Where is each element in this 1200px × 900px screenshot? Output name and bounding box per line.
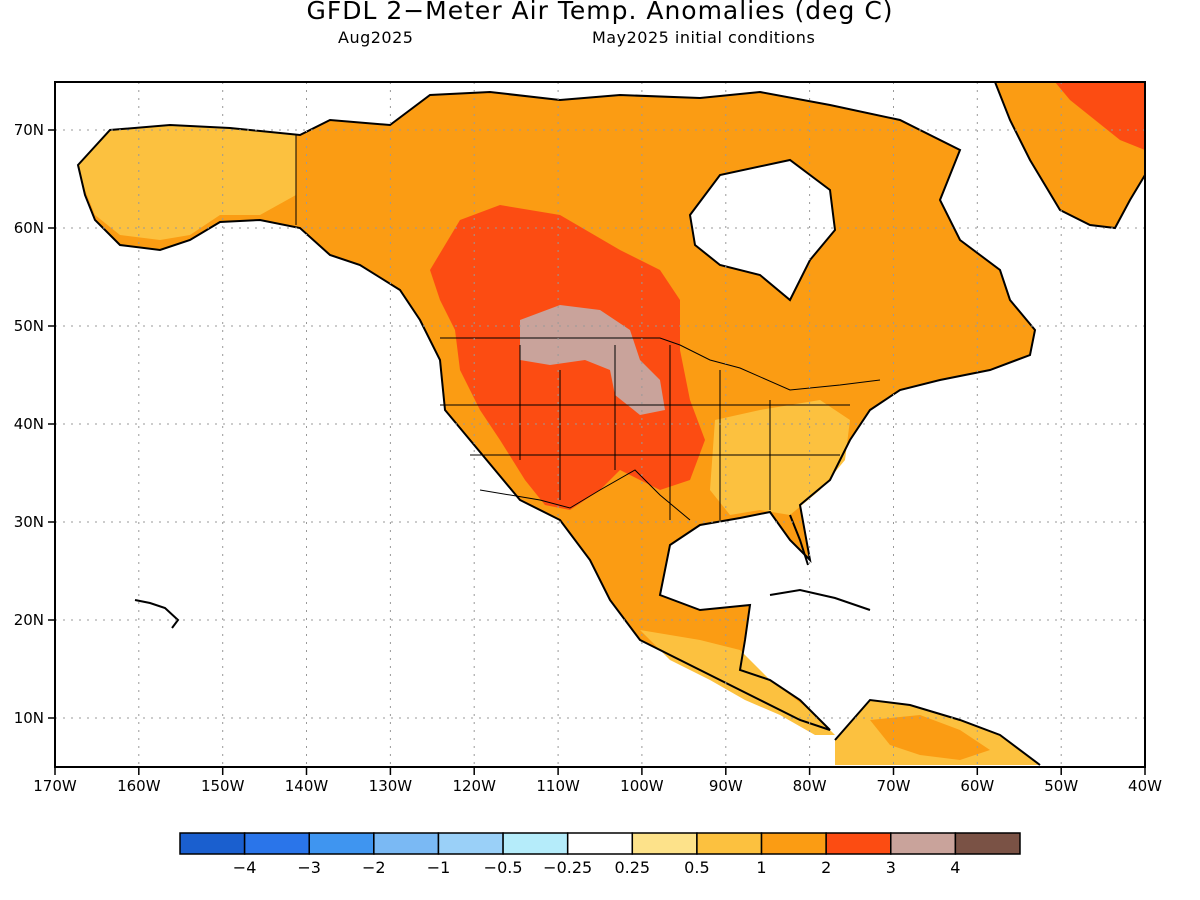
colorbar-swatch: [696, 832, 763, 855]
init-conditions: May2025 initial conditions: [592, 28, 816, 47]
lon-label: 170W: [33, 777, 77, 795]
north-america-coastline: [76, 90, 1037, 731]
florida-coastline: [789, 514, 809, 566]
axis-ticks: [48, 129, 1146, 775]
cuba-outline: [769, 588, 871, 611]
political-boundaries: [295, 135, 881, 521]
hottest-anomaly-zone: [520, 305, 665, 415]
colorbar-swatches: [179, 832, 1021, 855]
colorbar-label: −2: [362, 858, 386, 877]
colorbar-swatch: [566, 832, 634, 855]
lon-label: 100W: [620, 777, 664, 795]
colorbar-swatch: [437, 832, 504, 855]
southeast-us-region: [710, 400, 850, 515]
lon-label: 110W: [536, 777, 580, 795]
lat-label: 70N: [14, 121, 44, 139]
colorbar-label: 4: [950, 858, 960, 877]
us-canada-border: [440, 337, 881, 391]
colorbar-label: 3: [886, 858, 896, 877]
colorbar-swatch: [179, 832, 246, 855]
lon-label: 140W: [285, 777, 329, 795]
land-anomaly-fields: [78, 82, 1145, 765]
colorbar-swatch: [825, 832, 892, 855]
lon-label: 40W: [1128, 777, 1162, 795]
colorbar-swatch: [890, 832, 957, 855]
lat-label: 50N: [14, 317, 44, 335]
us-mexico-border: [479, 469, 691, 521]
colorbar-label: −1: [427, 858, 451, 877]
lat-label: 60N: [14, 219, 44, 237]
colorbar-label: 0.5: [684, 858, 709, 877]
colorbar-label: −0.25: [543, 858, 592, 877]
south-america-coastline: [834, 698, 1041, 766]
lon-label: 50W: [1044, 777, 1078, 795]
colorbar: −4 −3 −2 −1 −0.5 −0.25 0.25 0.5 1 2 3 4: [179, 832, 1021, 877]
alaska-region: [78, 125, 296, 240]
colorbar-swatch: [373, 832, 440, 855]
colorbar-swatch: [243, 832, 310, 855]
colorbar-label: −4: [233, 858, 257, 877]
colorbar-label: 2: [821, 858, 831, 877]
lon-label: 80W: [793, 777, 827, 795]
lon-label: 120W: [452, 777, 496, 795]
colorbar-labels: −4 −3 −2 −1 −0.5 −0.25 0.25 0.5 1 2 3 4: [233, 858, 961, 877]
lat-label: 40N: [14, 415, 44, 433]
colorbar-label: 1: [756, 858, 766, 877]
south-america-warm-patch: [870, 715, 990, 760]
longitude-labels: 170W 160W 150W 140W 130W 120W 110W 100W …: [33, 777, 1162, 795]
central-america-region: [640, 630, 835, 735]
colorbar-swatch: [308, 832, 375, 855]
map-panel: [48, 81, 1146, 775]
valid-month: Aug2025: [338, 28, 414, 47]
greenland-coastline: [994, 81, 1146, 230]
lon-label: 160W: [117, 777, 161, 795]
lon-label: 90W: [709, 777, 743, 795]
greenland-warm-core: [1055, 82, 1145, 150]
colorbar-label: −3: [297, 858, 321, 877]
hawaii-outline: [134, 599, 180, 629]
colorbar-label: −0.5: [484, 858, 523, 877]
colorbar-swatch: [954, 832, 1021, 855]
lon-label: 60W: [960, 777, 994, 795]
colorbar-swatch: [631, 832, 698, 855]
lon-label: 150W: [201, 777, 245, 795]
lon-label: 70W: [877, 777, 911, 795]
lat-label: 10N: [14, 709, 44, 727]
coastlines: [76, 81, 1146, 766]
map-title: GFDL 2−Meter Air Temp. Anomalies (deg C): [306, 0, 894, 25]
colorbar-swatch: [760, 832, 827, 855]
graticule: [55, 82, 1145, 767]
lon-label: 130W: [369, 777, 413, 795]
latitude-labels: 10N 20N 30N 40N 50N 60N 70N: [14, 121, 44, 727]
colorbar-swatch: [502, 832, 569, 855]
lat-label: 20N: [14, 611, 44, 629]
colorbar-label: 0.25: [614, 858, 650, 877]
lat-label: 30N: [14, 513, 44, 531]
